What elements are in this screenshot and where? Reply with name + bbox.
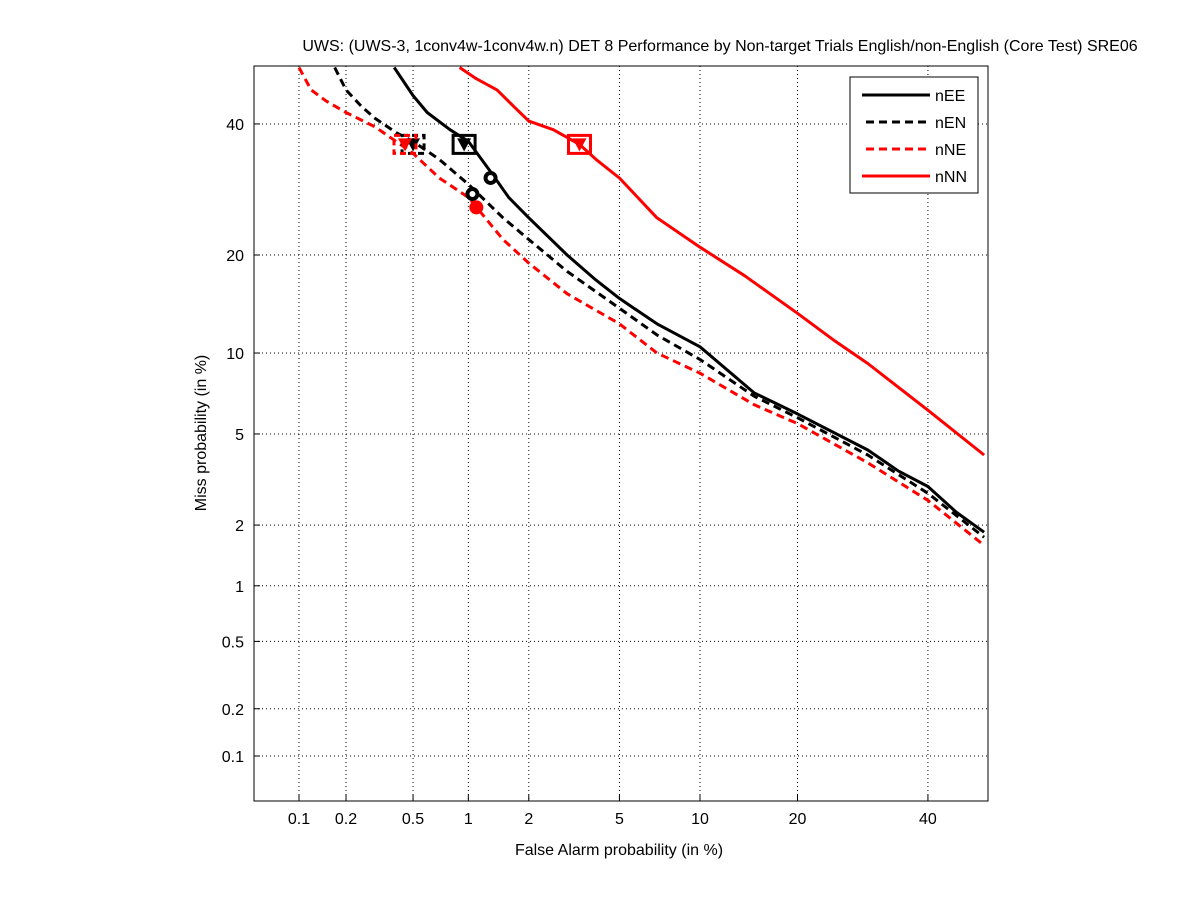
chart-title: UWS: (UWS-3, 1conv4w-1conv4w.n) DET 8 Pe… (302, 38, 1137, 55)
legend-label-nNE: nNE (935, 142, 966, 159)
act-dcf-circle-nEE (483, 170, 498, 185)
min-dcf-triangle-nNE (398, 138, 413, 152)
legend-label-nEE: nEE (935, 88, 965, 105)
x-axis-ticks: 0.1 0.2 0.5 1 2 5 10 20 40 (288, 795, 937, 828)
y-tick-label: 10 (226, 346, 244, 363)
y-tick-label: 0.2 (222, 702, 244, 719)
min-dcf-triangle-nNN (572, 138, 587, 152)
min-dcf-triangle-nEE (457, 138, 472, 152)
min-dcf-box-nEE (451, 133, 477, 155)
min-dcf-box-nNN (567, 133, 593, 155)
y-tick-label: 40 (226, 117, 244, 134)
x-tick-label: 10 (691, 811, 709, 828)
x-tick-label: 2 (524, 811, 533, 828)
act-dcf-circle-nEN (465, 187, 480, 202)
act-dcf-circle-nNE (469, 200, 484, 215)
y-tick-label: 1 (235, 579, 244, 596)
y-tick-label: 2 (235, 518, 244, 535)
x-tick-label: 0.1 (288, 811, 310, 828)
curve-nNE (297, 66, 986, 547)
min-dcf-box-nNE (392, 133, 418, 155)
x-tick-label: 20 (789, 811, 807, 828)
grid-lines (254, 66, 988, 801)
curve-nNN (458, 66, 986, 457)
y-axis-label: Miss probability (in %) (193, 355, 210, 511)
x-tick-label: 0.2 (335, 811, 357, 828)
curve-nEE (392, 66, 985, 534)
y-tick-label: 0.5 (222, 634, 244, 651)
x-tick-label: 0.5 (402, 811, 424, 828)
x-tick-label: 5 (615, 811, 624, 828)
curve-nEN (333, 66, 986, 539)
det-curves (297, 66, 986, 547)
y-axis-ticks: 0.1 0.2 0.5 1 2 5 10 20 40 (222, 117, 260, 766)
x-tick-label: 1 (464, 811, 473, 828)
legend: nEE nEN nNE nNN (849, 76, 979, 194)
dcf-markers (392, 133, 593, 215)
y-tick-label: 5 (235, 427, 244, 444)
legend-label-nEN: nEN (935, 115, 966, 132)
x-tick-label: 40 (919, 811, 937, 828)
legend-label-nNN: nNN (935, 169, 967, 186)
y-tick-label: 20 (226, 248, 244, 265)
y-tick-label: 0.1 (222, 749, 244, 766)
x-axis-label: False Alarm probability (in %) (515, 842, 723, 859)
